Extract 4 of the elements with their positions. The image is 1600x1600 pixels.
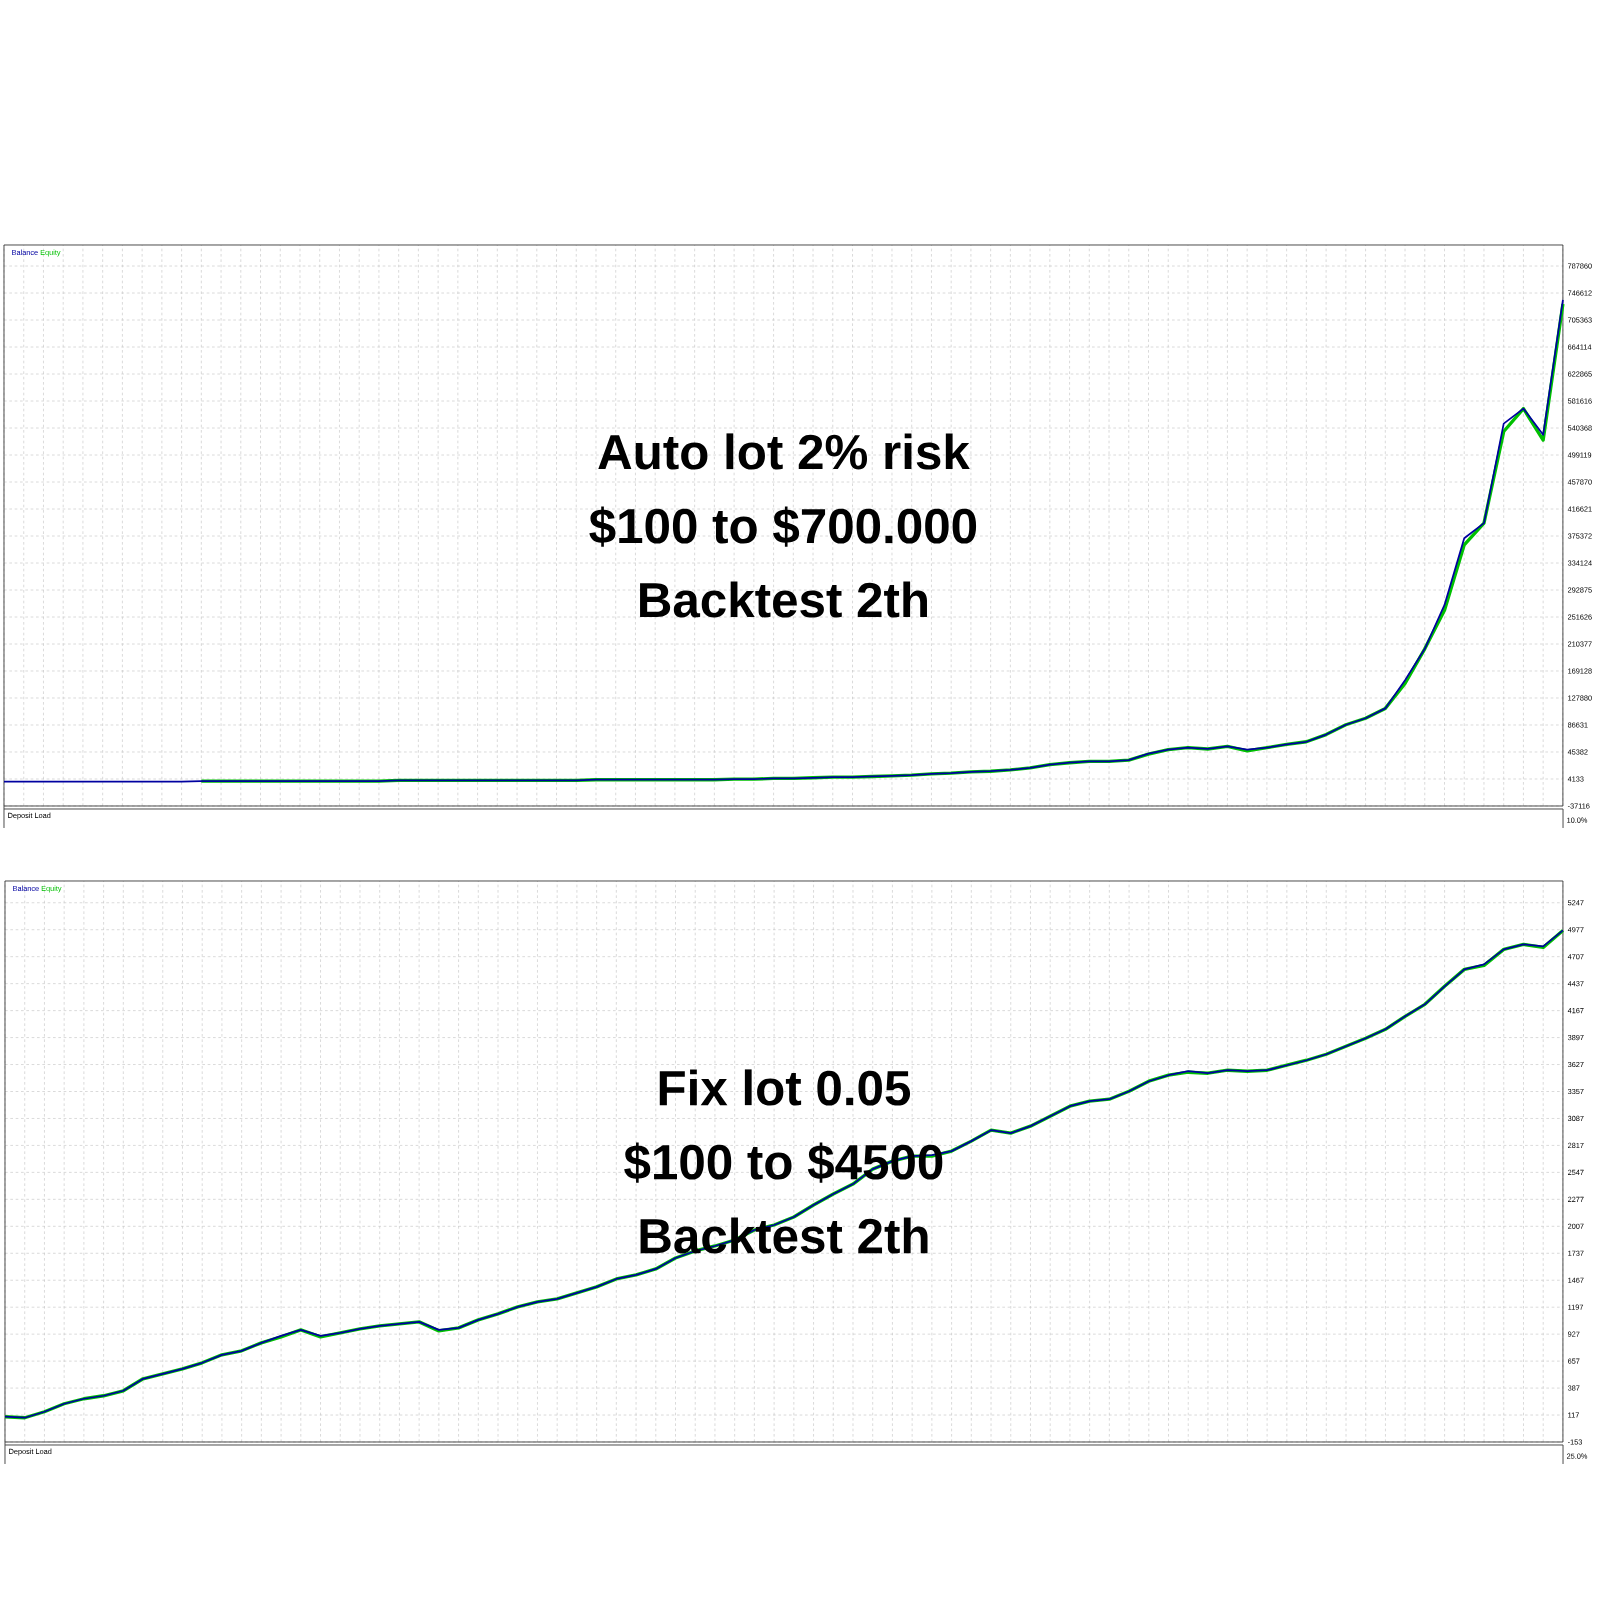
annotation: Fix lot 0.05 [659,1069,911,1106]
annotation: Auto lot 2% risk [598,433,970,470]
annotation: $100 to $700.000 [589,506,977,547]
annotation: Backtest 2th [640,581,927,618]
